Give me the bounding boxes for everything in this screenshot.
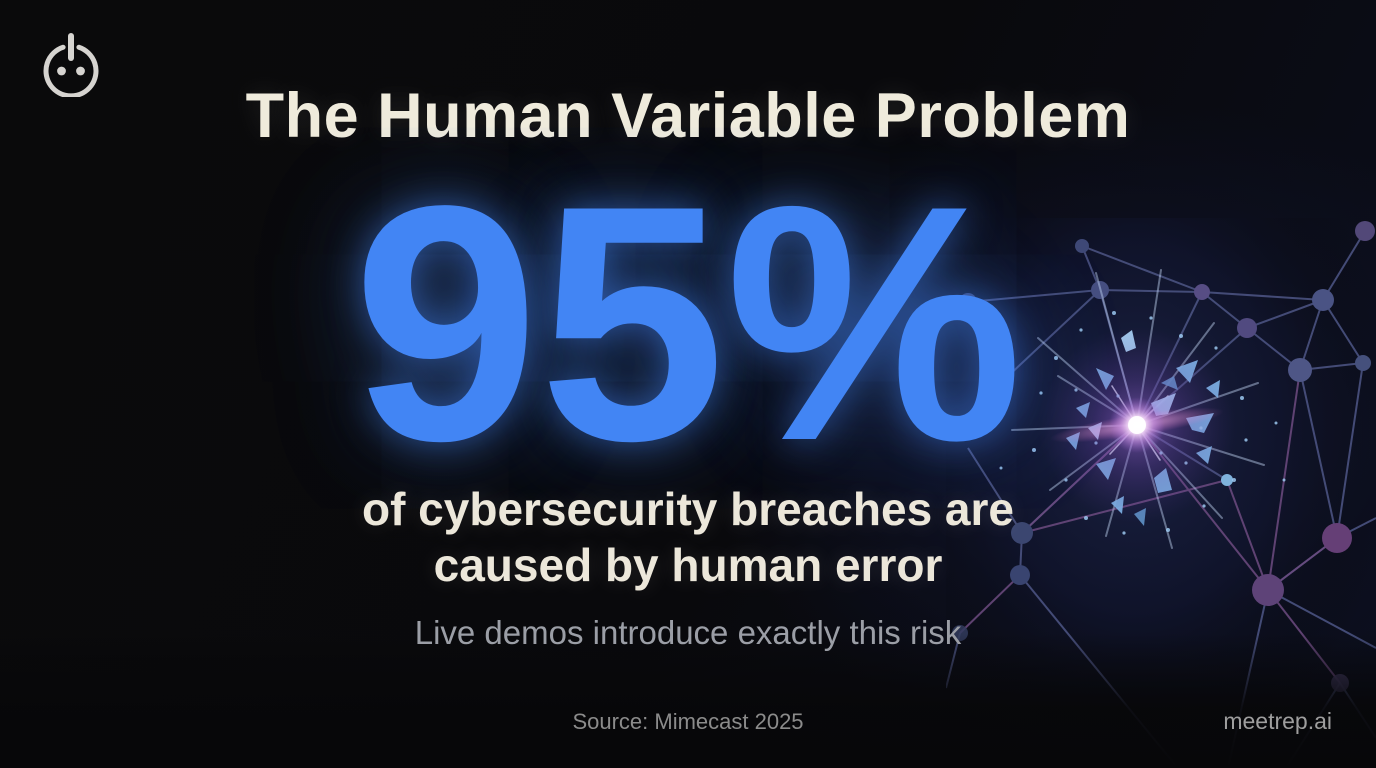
- stat-description-line1: of cybersecurity breaches are: [361, 483, 1015, 535]
- stat-description-line2: caused by human error: [433, 539, 943, 591]
- stat-value: 95%: [352, 136, 1024, 510]
- tagline: Live demos introduce exactly this risk: [414, 614, 962, 651]
- stat-description: of cybersecurity breaches are caused by …: [0, 481, 1376, 593]
- bottom-fade-overlay: [0, 633, 1376, 768]
- slide-title: The Human Variable Problem: [245, 81, 1131, 151]
- power-logo-icon: [43, 33, 99, 97]
- brand-name: meetrep.ai: [1223, 708, 1332, 734]
- source-attribution: Source: Mimecast 2025: [572, 709, 804, 734]
